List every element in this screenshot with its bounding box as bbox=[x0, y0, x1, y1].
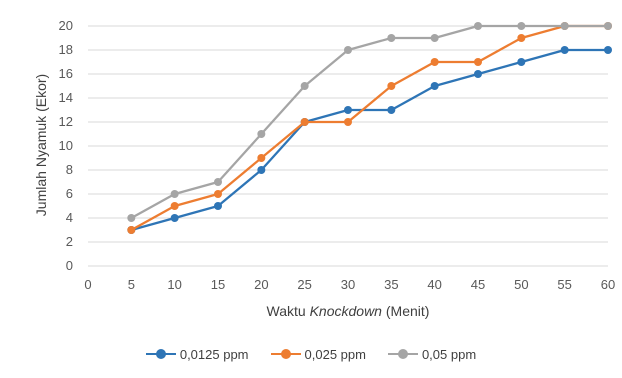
series-3 bbox=[127, 22, 612, 222]
y-tick-label: 16 bbox=[59, 66, 73, 81]
x-tick-label: 55 bbox=[557, 277, 571, 292]
y-tick-label: 8 bbox=[66, 162, 73, 177]
data-point bbox=[127, 226, 136, 234]
data-point bbox=[344, 46, 352, 54]
data-point bbox=[604, 46, 612, 54]
data-point bbox=[430, 82, 439, 90]
x-tick-labels: 0 5 10 15 20 25 30 35 40 45 50 55 60 bbox=[84, 277, 615, 292]
data-point bbox=[300, 82, 309, 90]
data-point bbox=[257, 154, 266, 162]
data-point bbox=[387, 106, 396, 114]
data-point bbox=[214, 190, 222, 198]
data-point bbox=[214, 178, 222, 186]
x-tick-label: 45 bbox=[471, 277, 485, 292]
chart-legend: 0,0125 ppm 0,025 ppm 0,05 ppm bbox=[0, 342, 622, 366]
y-tick-label: 12 bbox=[59, 114, 73, 129]
y-tick-labels: 0 2 4 6 8 10 12 14 16 18 20 bbox=[59, 18, 73, 273]
data-point bbox=[344, 106, 352, 114]
x-axis-label: Waktu Knockdown (Menit) bbox=[267, 303, 430, 319]
data-point bbox=[387, 82, 396, 90]
y-tick-label: 14 bbox=[59, 90, 73, 105]
x-tick-label: 40 bbox=[427, 277, 441, 292]
data-point bbox=[127, 214, 136, 222]
legend-label: 0,025 ppm bbox=[304, 346, 366, 362]
legend-item: 0,0125 ppm bbox=[145, 346, 249, 362]
x-tick-label: 60 bbox=[601, 277, 615, 292]
legend-item: 0,025 ppm bbox=[270, 346, 366, 362]
legend-item: 0,05 ppm bbox=[387, 346, 477, 362]
y-tick-label: 10 bbox=[59, 138, 73, 153]
data-point bbox=[430, 34, 439, 42]
x-tick-label: 0 bbox=[84, 277, 91, 292]
series-group bbox=[127, 22, 612, 234]
data-point bbox=[257, 130, 266, 138]
legend-label: 0,0125 ppm bbox=[179, 346, 249, 362]
x-tick-label: 30 bbox=[341, 277, 355, 292]
legend-swatch bbox=[270, 348, 301, 360]
data-point bbox=[214, 202, 222, 210]
y-tick-label: 18 bbox=[59, 42, 73, 57]
x-tick-label: 10 bbox=[167, 277, 181, 292]
y-tick-label: 2 bbox=[66, 234, 73, 249]
series-line bbox=[130, 24, 608, 231]
data-point bbox=[560, 46, 569, 54]
x-tick-label: 15 bbox=[211, 277, 225, 292]
x-tick-label: 50 bbox=[514, 277, 528, 292]
data-point bbox=[474, 70, 482, 78]
data-point bbox=[560, 22, 569, 30]
x-tick-label: 25 bbox=[297, 277, 311, 292]
legend-swatch bbox=[387, 348, 418, 360]
x-tick-label: 35 bbox=[384, 277, 398, 292]
data-point bbox=[170, 202, 179, 210]
y-tick-label: 20 bbox=[59, 18, 73, 33]
legend-swatch bbox=[145, 348, 176, 360]
data-point bbox=[170, 214, 179, 222]
gridlines bbox=[88, 25, 608, 267]
line-chart: 0 2 4 6 8 10 12 14 16 18 20 0 5 10 15 20 25 30 35 40 45 50 55… bbox=[33, 18, 615, 319]
y-axis-label: Jumlah Nyamuk (Ekor) bbox=[33, 74, 49, 216]
data-point bbox=[170, 190, 179, 198]
data-point bbox=[517, 34, 526, 42]
legend-label: 0,05 ppm bbox=[421, 346, 477, 362]
series-line bbox=[131, 48, 608, 232]
data-point bbox=[604, 22, 612, 30]
data-point bbox=[517, 58, 526, 66]
y-tick-label: 0 bbox=[66, 258, 73, 273]
data-point bbox=[430, 58, 439, 66]
data-point bbox=[300, 118, 309, 126]
data-point bbox=[474, 58, 482, 66]
data-point bbox=[387, 34, 396, 42]
data-point bbox=[517, 22, 526, 30]
y-tick-label: 4 bbox=[66, 210, 73, 225]
series-line bbox=[130, 24, 608, 219]
x-tick-label: 5 bbox=[128, 277, 135, 292]
data-point bbox=[344, 118, 352, 126]
data-point bbox=[257, 166, 266, 174]
data-point bbox=[474, 22, 482, 30]
x-tick-label: 20 bbox=[254, 277, 268, 292]
y-tick-label: 6 bbox=[66, 186, 73, 201]
series-2 bbox=[127, 22, 612, 234]
